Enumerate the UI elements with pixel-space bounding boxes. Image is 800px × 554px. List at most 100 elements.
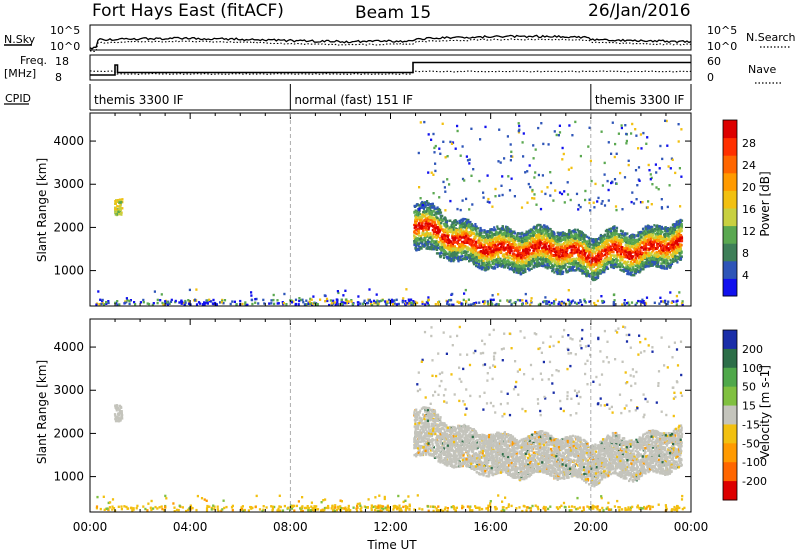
nsearch-tick-bottom: 10^0 [707, 40, 737, 53]
echo-cell [330, 303, 333, 307]
echo-cell [644, 241, 647, 244]
echo-cell [480, 256, 483, 259]
echo-cell [650, 234, 653, 238]
echo-cell [589, 275, 592, 278]
echo-cell [579, 244, 582, 247]
echo-cell [525, 302, 528, 305]
echo-cell [344, 302, 347, 305]
echo-cell [676, 249, 679, 253]
echo-cell [420, 220, 423, 223]
echo-cell [107, 301, 110, 305]
cpid-label: CPID [5, 92, 31, 105]
echo-cell [599, 251, 602, 254]
echo-cell [483, 301, 486, 304]
echo-cell [423, 215, 426, 218]
echo-cell [479, 255, 482, 258]
echo-cell [469, 257, 472, 260]
echo-cell [480, 239, 483, 242]
echo-cell [509, 239, 512, 242]
echo-cell [420, 234, 423, 238]
echo-cell [480, 264, 483, 268]
echo-cell [540, 262, 543, 265]
echo-cell [430, 204, 434, 207]
echo-cell [514, 267, 517, 271]
echo-cell [672, 300, 675, 303]
echo-cell [656, 253, 659, 256]
echo-cell [493, 245, 496, 249]
echo-cell [604, 251, 607, 255]
echo-cell [599, 253, 602, 256]
echo-cell [538, 238, 541, 242]
echo-cell [435, 252, 439, 255]
echo-cell [646, 252, 649, 256]
echo-cell [440, 215, 443, 218]
echo-cell [490, 259, 494, 263]
echo-cell [159, 299, 162, 302]
echo-cell [660, 247, 663, 250]
echo-cell [578, 232, 582, 235]
echo-cell [458, 227, 461, 230]
echo-cell [526, 249, 529, 253]
echo-cell [335, 298, 338, 301]
echo-cell [578, 238, 581, 241]
echo-cell [203, 301, 206, 304]
echo-cell [527, 247, 530, 251]
echo-cell [451, 251, 455, 254]
echo-cell [611, 254, 614, 257]
echo-cell [340, 301, 343, 304]
echo-cell [647, 236, 650, 239]
echo-cell [586, 244, 589, 248]
echo-cell [455, 232, 458, 235]
echo-cell [680, 243, 683, 247]
echo-cell [438, 245, 441, 249]
echo-cell [519, 299, 522, 302]
echo-cell [212, 298, 215, 302]
echo-cell [429, 247, 432, 251]
nsearch-series [89, 38, 692, 53]
echo-cell [597, 263, 601, 267]
echo-cell [433, 218, 436, 221]
echo-cell [537, 303, 540, 306]
echo-cell [538, 234, 541, 238]
echo-cell [508, 300, 511, 303]
nave-tick-bottom: 0 [707, 71, 714, 84]
echo-cell [588, 300, 591, 303]
echo-cell [642, 254, 645, 258]
echo-cell [622, 239, 625, 243]
echo-cell [424, 216, 427, 219]
echo-cell [565, 234, 568, 237]
echo-cell [525, 235, 528, 239]
echo-cell [550, 252, 553, 255]
cpid-strip: CPID themis 3300 IF normal (fast) 151 IF t… [4, 84, 692, 111]
echo-cell [673, 248, 676, 252]
echo-cell [103, 303, 106, 306]
echo-cell [609, 246, 612, 250]
echo-cell [597, 254, 600, 258]
echo-cell [617, 243, 620, 246]
echo-cell [470, 231, 474, 235]
echo-cell [621, 259, 624, 262]
echo-cell [515, 254, 518, 257]
echo-cell [495, 258, 498, 262]
echo-cell [520, 243, 523, 247]
echo-cell [522, 254, 525, 257]
echo-cell [474, 252, 477, 256]
echo-cell [679, 248, 682, 251]
echo-cell [460, 248, 463, 251]
echo-cell [663, 301, 666, 304]
echo-cell [635, 260, 639, 263]
echo-cell [380, 299, 383, 303]
echo-cell [529, 299, 533, 303]
echo-cell [603, 243, 607, 247]
echo-cell [640, 254, 644, 257]
echo-cell [579, 300, 582, 304]
echo-cell [425, 226, 428, 229]
echo-cell [467, 240, 470, 243]
echo-cell [350, 300, 353, 303]
echo-cell [491, 298, 494, 302]
echo-cell [460, 226, 463, 230]
echo-cell [462, 298, 465, 302]
echo-cell [610, 230, 613, 233]
echo-cell [363, 299, 366, 302]
echo-cell [489, 249, 493, 252]
